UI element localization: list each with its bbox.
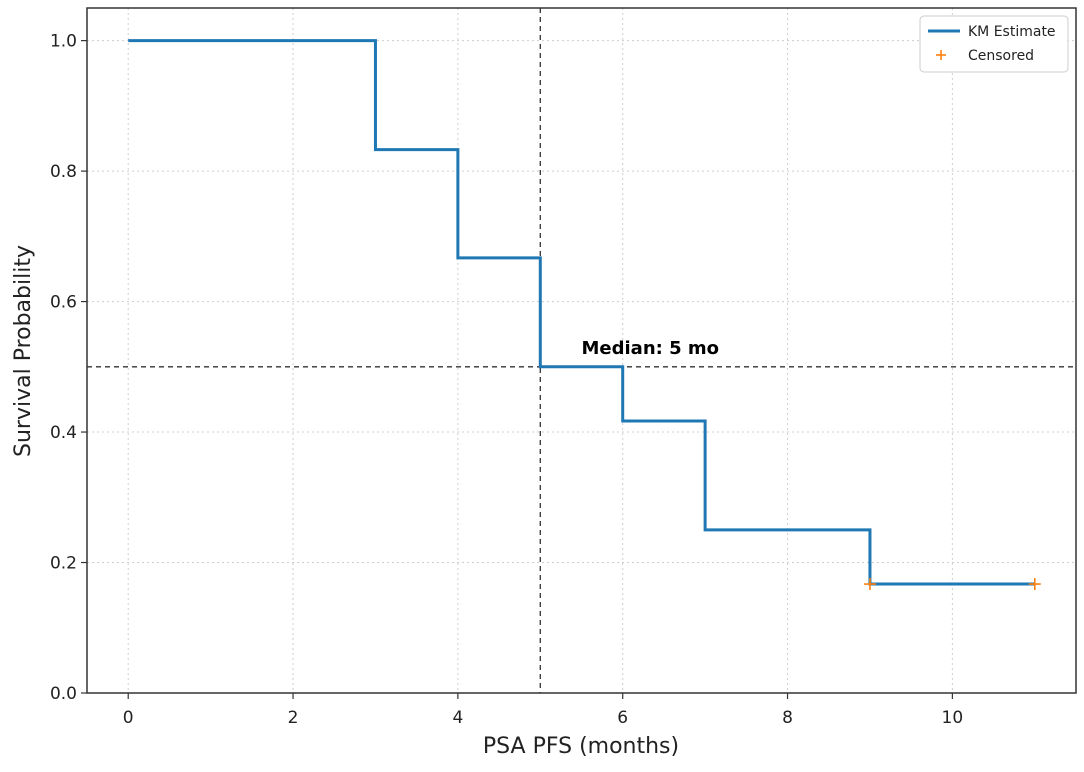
x-tick-label: 10 <box>942 708 964 728</box>
x-tick-label: 2 <box>288 708 299 728</box>
legend: KM Estimate Censored <box>919 15 1069 73</box>
legend-censored-label: Censored <box>968 48 1034 64</box>
censored-marker <box>863 578 876 591</box>
y-tick-label: 0.4 <box>50 423 77 443</box>
grid <box>87 8 1076 694</box>
y-axis-ticks: 0.0 0.2 0.4 0.6 0.8 1.0 <box>50 32 87 704</box>
median-annotation: Median: 5 mo <box>582 338 720 359</box>
y-axis-label: Survival Probability <box>11 245 36 457</box>
x-tick-label: 4 <box>452 708 463 728</box>
censored-marker <box>1028 578 1041 591</box>
x-tick-label: 6 <box>617 708 628 728</box>
y-tick-label: 0.0 <box>50 684 77 704</box>
plot-background <box>87 8 1076 693</box>
km-estimate-line <box>128 39 1035 586</box>
y-tick-label: 0.8 <box>50 162 77 182</box>
x-tick-label: 0 <box>123 708 134 728</box>
legend-censored-swatch <box>936 50 946 60</box>
x-tick-label: 8 <box>782 708 793 728</box>
plot-frame <box>86 7 1077 694</box>
y-tick-label: 1.0 <box>50 32 77 52</box>
legend-km-label: KM Estimate <box>968 24 1056 40</box>
x-axis-label: PSA PFS (months) <box>483 734 679 759</box>
x-axis-ticks: 0 2 4 6 8 10 <box>123 693 963 728</box>
annotations: Median: 5 mo <box>582 338 720 359</box>
y-tick-label: 0.6 <box>50 293 77 313</box>
y-tick-label: 0.2 <box>50 554 77 574</box>
series-layer <box>128 39 1041 591</box>
